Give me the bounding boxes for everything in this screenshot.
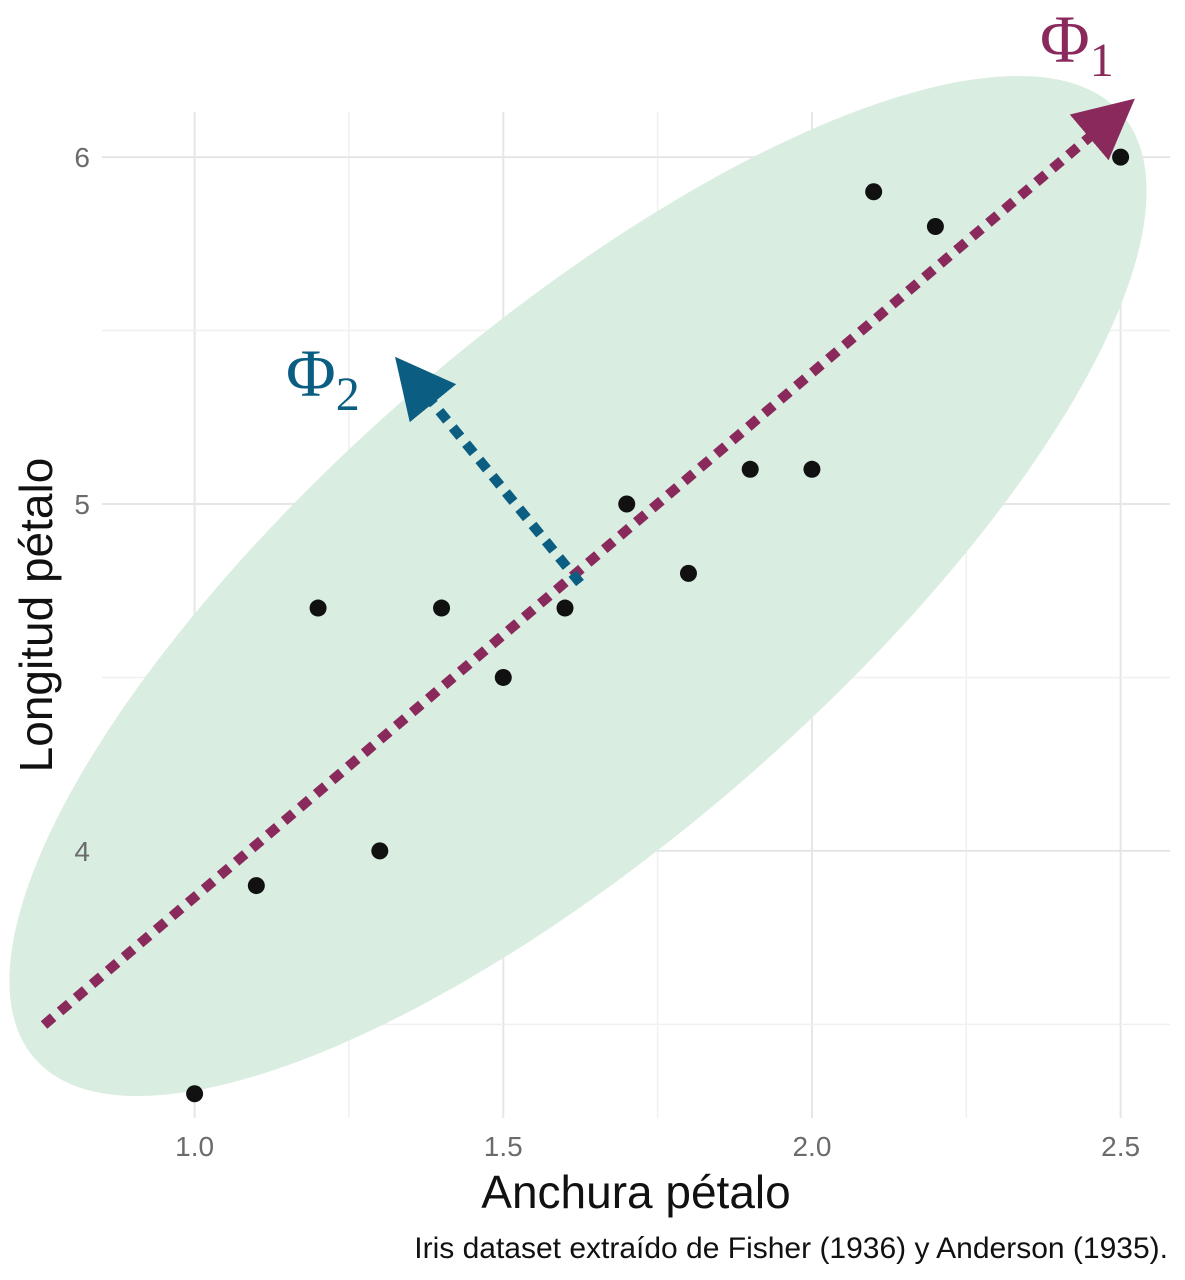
phi2-symbol: Φ xyxy=(286,335,336,411)
data-point xyxy=(1112,148,1130,166)
data-point xyxy=(309,599,327,617)
x-tick-label: 2.0 xyxy=(792,1131,831,1162)
data-points xyxy=(186,148,1130,1103)
data-point xyxy=(371,842,389,860)
y-tick-label: 6 xyxy=(74,142,90,173)
phi1-subscript: 1 xyxy=(1090,34,1114,87)
data-point xyxy=(803,460,821,478)
y-axis-title: Longitud pétalo xyxy=(10,458,62,773)
phi2-component-axis xyxy=(395,356,584,587)
phi2-subscript: 2 xyxy=(336,368,360,421)
confidence-ellipse xyxy=(9,75,1147,1097)
phi1-symbol: Φ xyxy=(1040,1,1090,77)
phi2-label: Φ2 xyxy=(286,335,360,421)
chart-caption: Iris dataset extraído de Fisher (1936) y… xyxy=(414,1232,1168,1265)
data-point xyxy=(865,183,883,201)
data-point xyxy=(926,217,944,235)
phi1-component-axis xyxy=(40,98,1135,1029)
y-axis-tick-labels: 4 5 6 xyxy=(74,142,90,867)
data-point xyxy=(433,599,451,617)
y-tick-label: 4 xyxy=(74,836,90,867)
data-point xyxy=(556,599,574,617)
x-tick-label: 1.0 xyxy=(175,1131,214,1162)
x-axis-title: Anchura pétalo xyxy=(481,1166,790,1218)
data-point xyxy=(494,668,512,686)
x-tick-label: 2.5 xyxy=(1101,1131,1140,1162)
data-point xyxy=(679,564,697,582)
data-point xyxy=(186,1085,204,1103)
y-tick-label: 5 xyxy=(74,489,90,520)
data-point xyxy=(741,460,759,478)
phi1-label: Φ1 xyxy=(1040,1,1114,87)
x-axis-tick-labels: 1.0 1.5 2.0 2.5 xyxy=(175,1131,1140,1162)
data-point xyxy=(247,877,265,895)
x-tick-label: 1.5 xyxy=(484,1131,523,1162)
data-point xyxy=(618,495,636,513)
